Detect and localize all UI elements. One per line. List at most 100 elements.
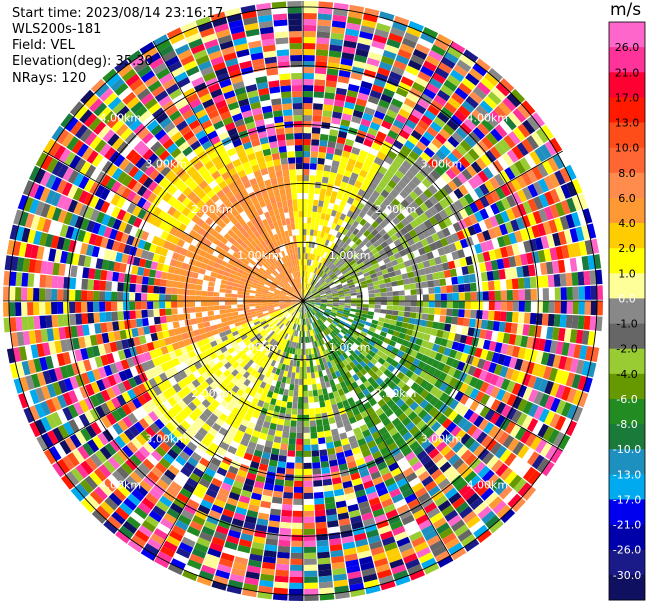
ppi-gate — [60, 113, 74, 129]
ppi-gate — [129, 310, 136, 320]
ppi-gate — [219, 331, 227, 338]
ppi-gate — [165, 280, 173, 288]
ppi-gate — [285, 302, 292, 304]
ppi-gate — [151, 157, 163, 169]
ppi-gate — [416, 307, 423, 313]
ppi-gate — [304, 259, 308, 266]
ppi-gate — [488, 301, 495, 311]
ppi-gate — [51, 288, 58, 301]
ppi-gate — [163, 154, 174, 166]
ppi-gate — [435, 457, 448, 469]
ppi-gate — [62, 455, 75, 471]
ppi-gate — [232, 251, 240, 259]
ppi-gate — [495, 388, 506, 401]
ppi-gate — [282, 395, 288, 402]
ppi-gate — [321, 315, 328, 320]
ppi-gate — [419, 379, 429, 389]
ppi-gate — [134, 467, 147, 480]
ppi-gate — [254, 405, 263, 413]
ppi-gate — [330, 359, 336, 367]
ppi-gate — [426, 341, 435, 350]
ppi-gate — [251, 58, 265, 67]
ppi-gate — [98, 482, 113, 497]
ppi-gate — [273, 294, 280, 298]
ppi-gate — [243, 378, 251, 387]
ppi-gate — [440, 445, 452, 457]
ppi-gate — [477, 448, 490, 461]
ppi-gate — [197, 403, 207, 413]
ppi-gate — [56, 353, 66, 367]
ppi-gate — [535, 439, 548, 454]
ppi-gate — [87, 279, 95, 290]
ppi-gate — [249, 435, 259, 444]
ppi-gate — [106, 353, 115, 364]
ppi-gate — [411, 461, 423, 472]
ppi-gate — [116, 406, 127, 419]
ppi-gate — [308, 301, 315, 303]
ppi-gate — [136, 318, 143, 328]
ppi-gate — [399, 129, 411, 140]
ppi-gate — [160, 362, 170, 372]
ppi-gate — [121, 391, 132, 403]
ppi-gate — [235, 324, 243, 331]
ppi-gate — [340, 156, 349, 164]
ppi-gate — [380, 353, 389, 361]
ppi-gate — [305, 271, 308, 278]
ppi-gate — [352, 235, 359, 243]
ppi-gate — [333, 336, 340, 343]
ppi-gate — [256, 418, 265, 427]
ppi-gate — [169, 258, 178, 267]
ppi-gate — [162, 330, 170, 339]
ppi-gate — [180, 466, 192, 478]
ppi-gate — [308, 199, 314, 206]
ppi-gate — [271, 447, 280, 456]
ppi-gate — [380, 301, 387, 305]
ppi-gate — [303, 205, 308, 212]
ppi-gate — [546, 353, 556, 367]
ppi-gate — [146, 153, 159, 165]
ppi-gate — [304, 318, 306, 325]
ppi-gate — [349, 336, 357, 343]
ppi-gate — [366, 491, 379, 501]
ppi-gate — [347, 158, 357, 167]
ppi-gate — [67, 184, 78, 199]
ppi-gate — [396, 134, 407, 145]
ppi-gate — [127, 337, 135, 348]
ppi-gate — [316, 31, 331, 39]
ppi-gate — [183, 504, 197, 515]
ppi-gate — [249, 301, 256, 304]
ppi-gate — [194, 260, 202, 268]
ppi-gate — [45, 355, 54, 370]
ppi-gate — [108, 150, 121, 164]
ppi-gate — [101, 377, 112, 389]
ppi-gate — [316, 320, 321, 327]
ppi-gate — [399, 43, 415, 54]
ppi-gate — [178, 156, 190, 168]
ppi-gate — [463, 374, 473, 385]
ppi-gate — [183, 313, 191, 320]
ppi-gate — [239, 280, 246, 286]
ppi-gate — [185, 32, 201, 44]
ppi-gate — [397, 380, 406, 389]
ppi-gate — [314, 371, 320, 378]
ppi-gate — [230, 25, 245, 35]
ppi-gate — [494, 445, 507, 459]
ppi-gate — [186, 93, 199, 104]
ppi-gate — [247, 152, 257, 161]
ppi-gate — [446, 308, 453, 317]
ppi-gate — [80, 348, 89, 360]
ppi-gate — [339, 361, 346, 369]
ppi-gate — [40, 416, 52, 432]
ppi-gate — [324, 399, 331, 407]
ppi-gate — [153, 293, 160, 301]
ppi-gate — [453, 64, 468, 77]
ppi-gate — [315, 521, 327, 529]
ppi-gate — [224, 329, 232, 336]
ppi-gate — [345, 164, 354, 172]
ppi-gate — [228, 273, 236, 279]
ppi-gate — [469, 400, 480, 412]
ppi-gate — [442, 183, 453, 195]
ppi-gate — [350, 303, 357, 307]
ppi-gate — [112, 218, 122, 230]
ppi-gate — [233, 241, 241, 249]
